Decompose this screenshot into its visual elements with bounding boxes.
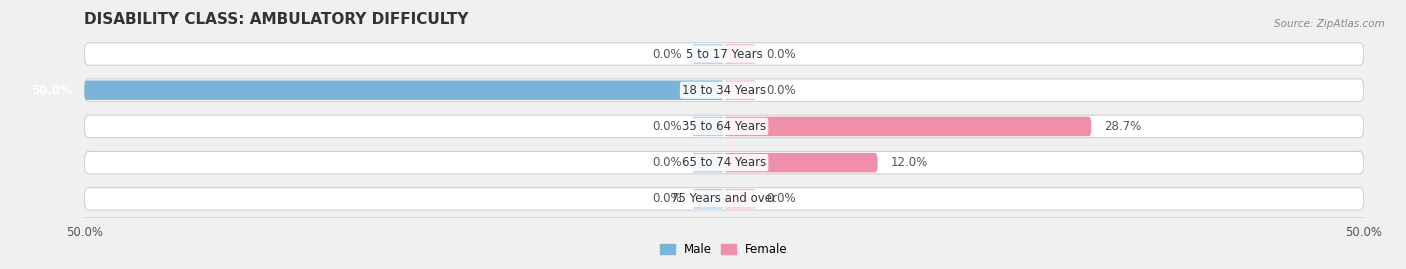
FancyBboxPatch shape (724, 80, 756, 100)
FancyBboxPatch shape (692, 153, 724, 172)
Text: DISABILITY CLASS: AMBULATORY DIFFICULTY: DISABILITY CLASS: AMBULATORY DIFFICULTY (84, 12, 468, 27)
Text: 65 to 74 Years: 65 to 74 Years (682, 156, 766, 169)
FancyBboxPatch shape (692, 117, 724, 136)
FancyBboxPatch shape (84, 43, 1364, 65)
FancyBboxPatch shape (692, 44, 724, 64)
Text: 75 Years and over: 75 Years and over (671, 192, 778, 205)
Text: 50.0%: 50.0% (31, 84, 72, 97)
Text: 12.0%: 12.0% (890, 156, 928, 169)
Text: 0.0%: 0.0% (766, 48, 796, 61)
FancyBboxPatch shape (84, 115, 1364, 138)
FancyBboxPatch shape (724, 153, 877, 172)
FancyBboxPatch shape (692, 189, 724, 209)
Text: 0.0%: 0.0% (652, 48, 682, 61)
Legend: Male, Female: Male, Female (661, 243, 787, 256)
Text: 0.0%: 0.0% (652, 120, 682, 133)
Text: Source: ZipAtlas.com: Source: ZipAtlas.com (1274, 19, 1385, 29)
Text: 18 to 34 Years: 18 to 34 Years (682, 84, 766, 97)
FancyBboxPatch shape (724, 44, 756, 64)
FancyBboxPatch shape (84, 80, 724, 100)
Text: 0.0%: 0.0% (652, 192, 682, 205)
Text: 35 to 64 Years: 35 to 64 Years (682, 120, 766, 133)
FancyBboxPatch shape (84, 151, 1364, 174)
Text: 0.0%: 0.0% (766, 192, 796, 205)
FancyBboxPatch shape (724, 189, 756, 209)
FancyBboxPatch shape (84, 188, 1364, 210)
FancyBboxPatch shape (724, 117, 1091, 136)
Text: 5 to 17 Years: 5 to 17 Years (686, 48, 762, 61)
Text: 28.7%: 28.7% (1104, 120, 1142, 133)
FancyBboxPatch shape (84, 79, 1364, 101)
Text: 0.0%: 0.0% (766, 84, 796, 97)
Text: 0.0%: 0.0% (652, 156, 682, 169)
